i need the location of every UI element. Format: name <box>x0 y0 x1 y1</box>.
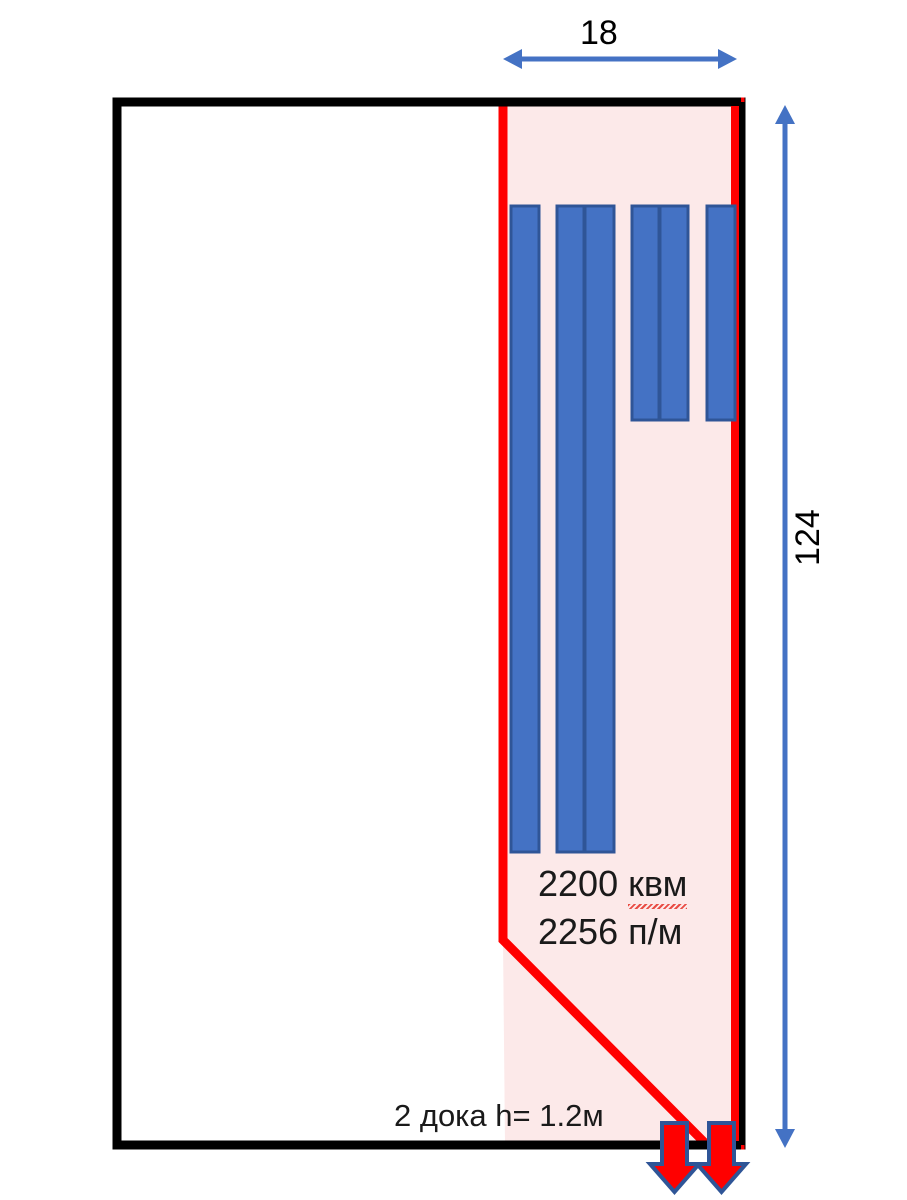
zone-area-number: 2200 <box>538 863 619 904</box>
dimension-label-top: 18 <box>580 14 618 52</box>
rack-row <box>509 204 541 854</box>
rack-row <box>555 204 586 854</box>
arrowhead-right-icon <box>718 49 737 69</box>
dimension-label-right: 124 <box>789 509 827 566</box>
arrowhead-up-icon <box>775 105 795 124</box>
rack-row <box>705 204 737 422</box>
dock-arrow-down-icon <box>645 1121 704 1196</box>
dock-arrow-down-icon <box>692 1121 751 1196</box>
rack-row <box>583 204 616 854</box>
arrowhead-left-icon <box>503 49 522 69</box>
zone-area-unit: квм <box>628 863 688 909</box>
dimension-arrow-top <box>503 49 737 69</box>
rack-row <box>630 204 661 422</box>
arrowhead-down-icon <box>775 1129 795 1148</box>
dimension-arrow-right <box>775 105 795 1148</box>
storage-racks <box>509 204 737 854</box>
zone-length-label: 2256 п/м <box>538 911 683 952</box>
zone-area-label: 2200 квм <box>538 863 688 909</box>
rack-row <box>658 204 690 422</box>
dock-note-label: 2 дока h= 1.2м <box>394 1098 604 1133</box>
warehouse-wall-overlay <box>112 97 746 1150</box>
dock-arrows <box>645 1121 751 1196</box>
